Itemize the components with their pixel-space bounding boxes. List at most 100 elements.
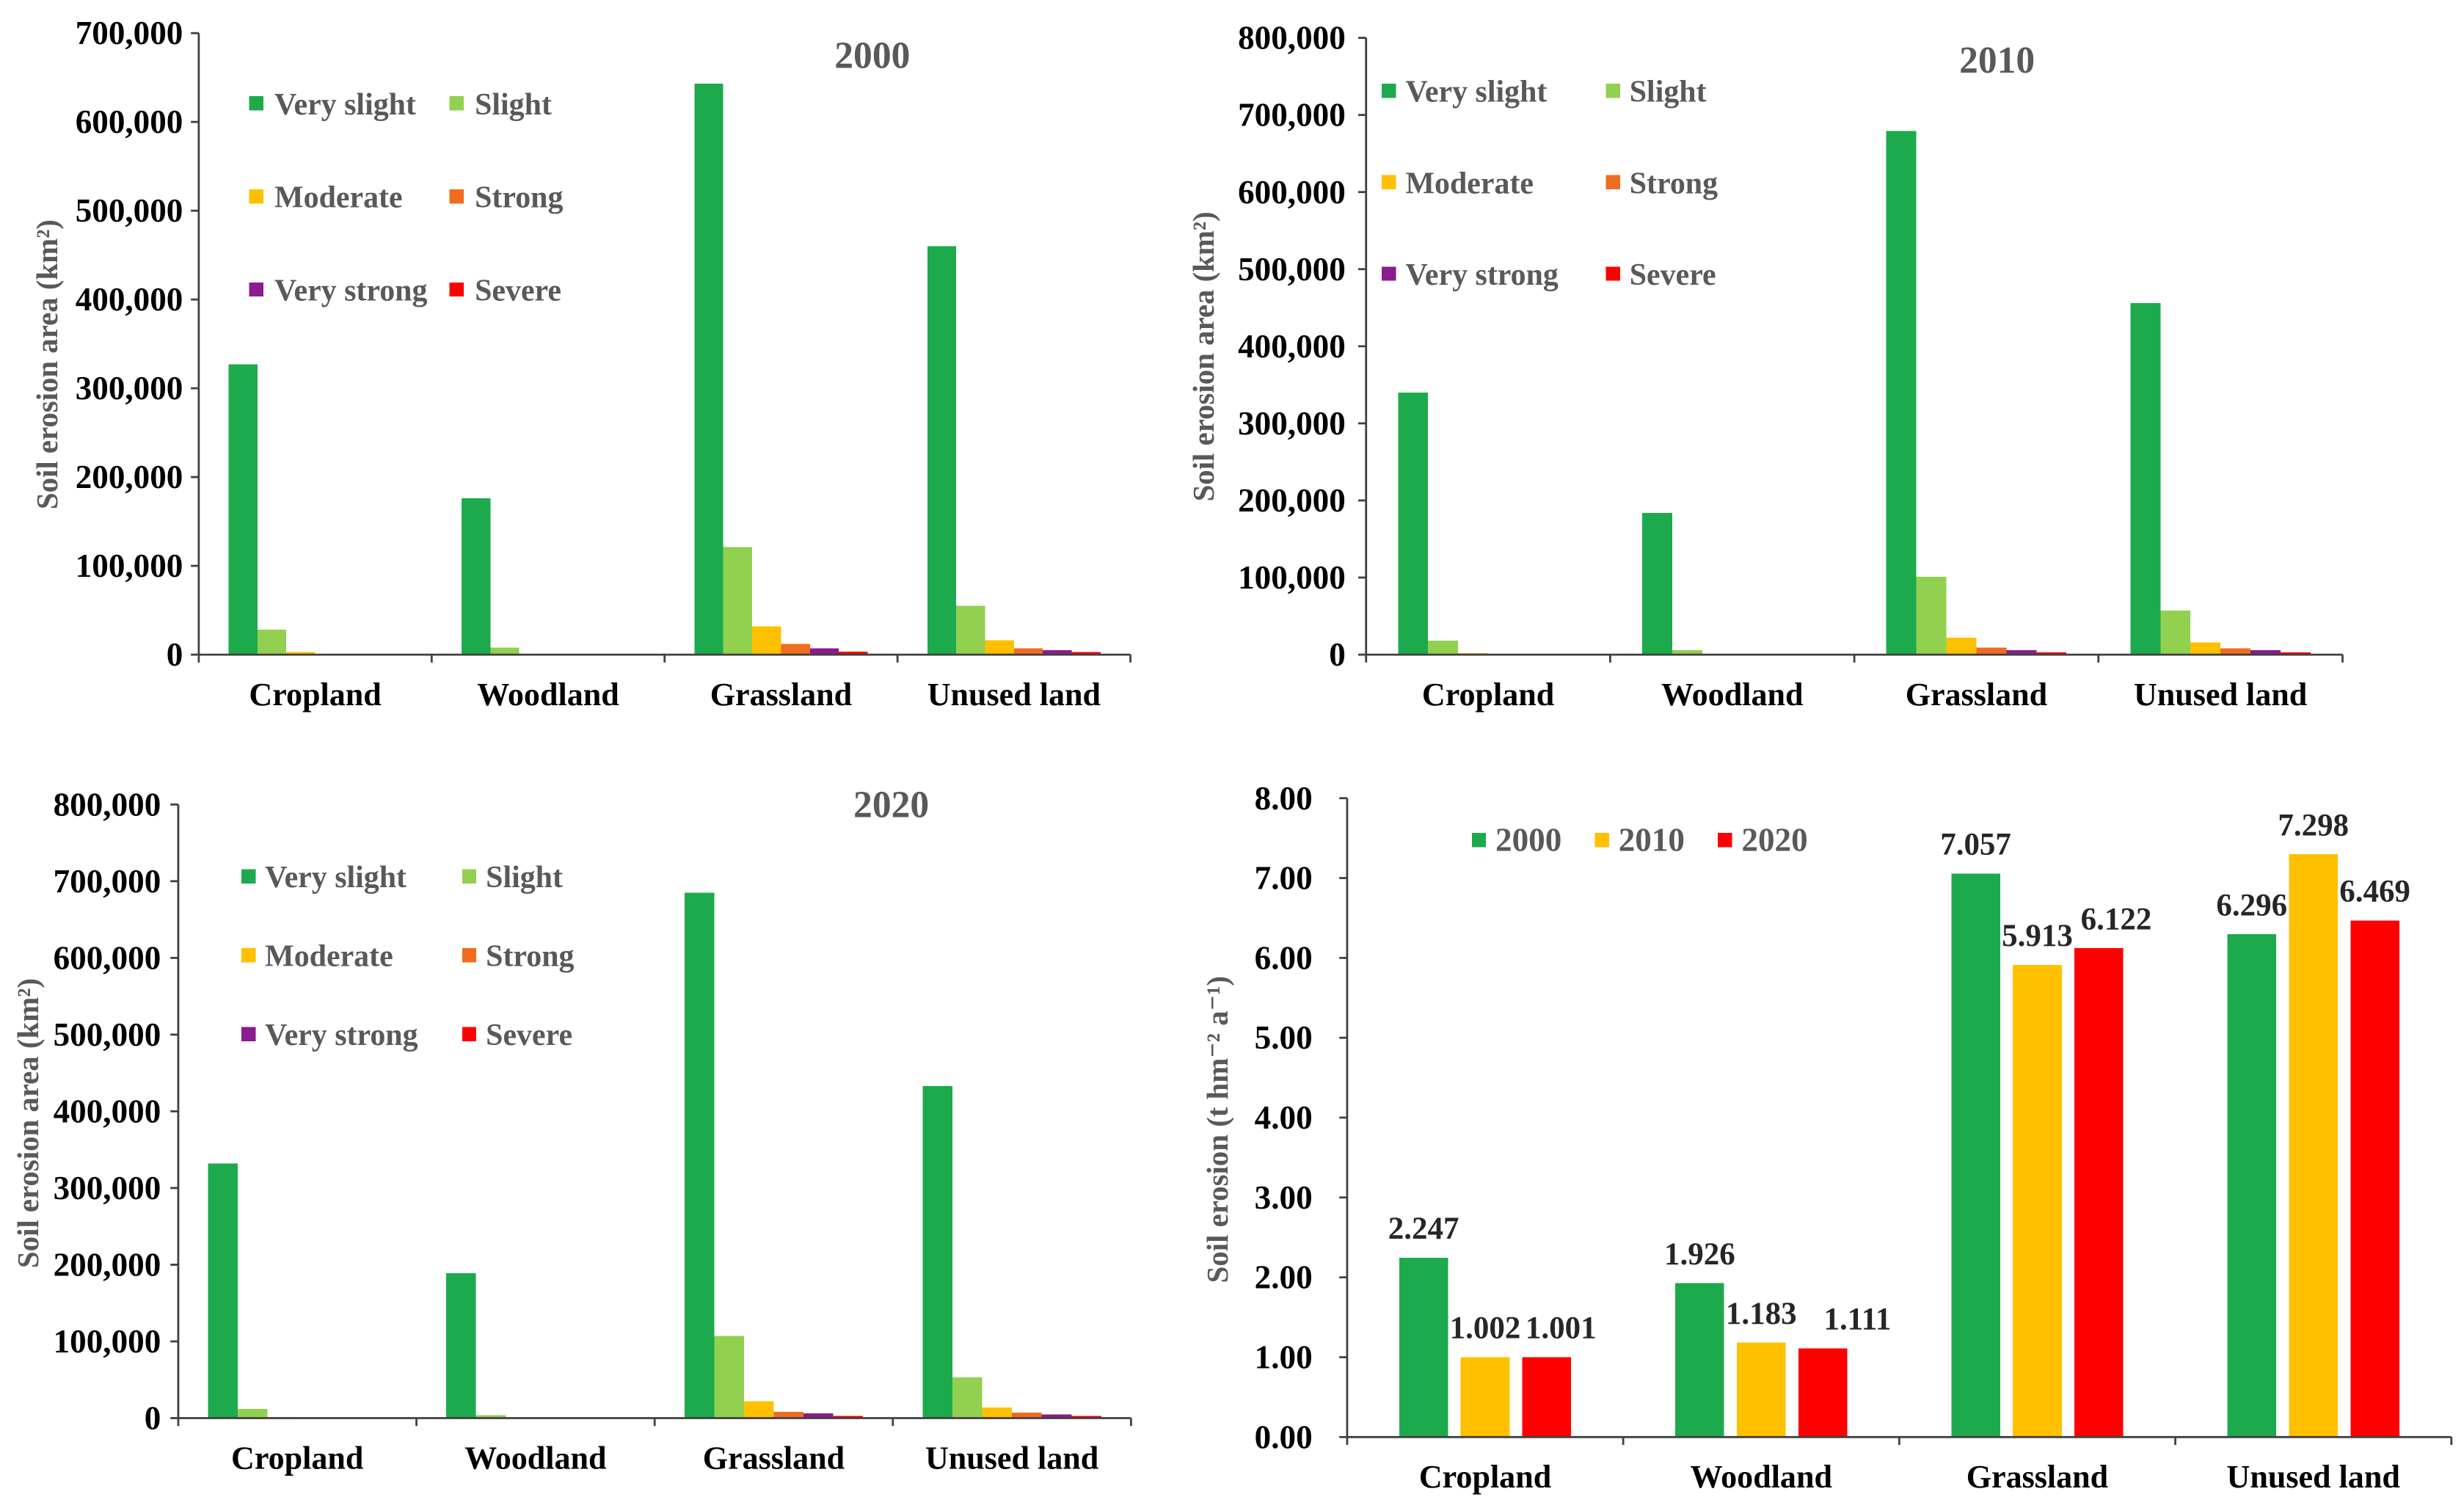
bar-very-slight-unused-land: [922, 1085, 952, 1418]
y-tick-label: 100,000: [1238, 559, 1346, 596]
legend-swatch-very-strong: [241, 1027, 256, 1041]
legend-swatch-moderate: [241, 947, 256, 963]
data-label-2010-cropland: 1.002: [1450, 1311, 1521, 1345]
y-tick-label: 600,000: [54, 939, 161, 976]
bar-very-slight-woodland: [1641, 512, 1672, 655]
x-category-label-woodland: Woodland: [477, 677, 619, 713]
erosion-area-2020-panel: 0 100,000 200,000 300,000 400,000 500,000 600,…: [12, 784, 1132, 1476]
bar-very-slight-cropland: [208, 1163, 238, 1418]
y-tick-label: 700,000: [76, 15, 183, 51]
x-category-label-woodland: Woodland: [1691, 1459, 1832, 1495]
y-tick-label: 500,000: [1238, 251, 1346, 288]
bar-strong-unused-land: [2220, 648, 2251, 655]
data-label-2020-unused-land: 6.469: [2339, 875, 2410, 909]
legend-label-severe: Severe: [475, 274, 561, 308]
bar-moderate-unused-land: [985, 640, 1014, 655]
data-label-2000-woodland: 1.926: [1664, 1237, 1735, 1272]
bar-strong-unused-land: [1012, 1413, 1042, 1418]
legend-swatch-2000: [1471, 833, 1487, 848]
chart-title: 2010: [1959, 40, 2035, 81]
data-label-2000-unused-land: 6.296: [2216, 888, 2287, 922]
legend-label-slight: Slight: [486, 861, 563, 895]
y-tick-label: 200,000: [76, 459, 183, 495]
y-tick-label: 0: [167, 636, 183, 673]
legend: Very slight Slight Moderate Strong Very stro…: [249, 88, 563, 308]
y-axis-title: Soil erosion area (km²): [31, 219, 64, 509]
y-tick-label: 600,000: [1238, 174, 1346, 211]
bar-2000-grassland: [1951, 873, 2000, 1438]
bar-slight-unused-land: [956, 605, 985, 655]
bar-group: [228, 84, 1101, 655]
legend-swatch-severe: [449, 282, 464, 297]
y-tick-label: 100,000: [76, 547, 183, 584]
y-tick-label: 4.00: [1255, 1099, 1313, 1136]
y-axis-title: Soil erosion area (km²): [12, 978, 45, 1268]
x-category-label-unused-land: Unused land: [927, 677, 1101, 713]
y-tick-label: 6.00: [1255, 939, 1313, 976]
y-tick-label: 400,000: [54, 1093, 161, 1129]
data-label-2000-cropland: 2.247: [1388, 1212, 1459, 1246]
y-tick-label: 200,000: [54, 1247, 161, 1283]
legend-swatch-2020: [1718, 833, 1732, 848]
y-tick-label: 500,000: [54, 1016, 161, 1053]
legend-label-moderate: Moderate: [265, 940, 393, 974]
y-tick-label: 7.00: [1255, 860, 1313, 897]
bar-2000-unused-land: [2227, 934, 2277, 1438]
bar-very-slight-unused-land: [927, 246, 957, 655]
bar-very-slight-woodland: [461, 498, 491, 655]
y-tick-label: 700,000: [1238, 97, 1346, 134]
y-tick-label: 0: [1329, 636, 1346, 673]
y-tick-label: 0: [145, 1400, 161, 1437]
y-tick-label: 300,000: [76, 370, 183, 407]
legend-swatch-very-slight: [241, 869, 256, 884]
y-tick-label: 8.00: [1255, 780, 1313, 817]
bar-slight-woodland: [490, 647, 520, 655]
legend-swatch-strong: [1605, 175, 1620, 189]
bar-2010-cropland: [1460, 1357, 1510, 1438]
x-category-label-grassland: Grassland: [703, 1440, 845, 1476]
bar-group: [208, 892, 1101, 1418]
bar-slight-woodland: [1672, 649, 1702, 655]
x-category-label-cropland: Cropland: [1422, 677, 1554, 713]
data-label-2010-unused-land: 7.298: [2278, 808, 2349, 842]
legend-swatch-very-strong: [249, 282, 264, 297]
legend-label-2000: 2000: [1495, 822, 1561, 859]
x-category-label-grassland: Grassland: [710, 677, 852, 713]
x-category-label-grassland: Grassland: [1906, 677, 2047, 713]
bar-strong-grassland: [781, 644, 810, 655]
bar-slight-grassland: [723, 547, 753, 655]
y-axis-title: Soil erosion (t hm⁻² a⁻¹): [1201, 976, 1234, 1283]
bar-very-strong-grassland: [803, 1413, 834, 1418]
bar-2000-cropland: [1399, 1257, 1448, 1438]
erosion-area-2010-panel: 0 100,000 200,000 300,000 400,000 500,000 600,…: [1187, 20, 2344, 713]
bar-slight-cropland: [257, 630, 287, 655]
bar-very-strong-unused-land: [1041, 1414, 1072, 1418]
bar-severe-grassland: [2036, 652, 2067, 655]
y-tick-label: 5.00: [1255, 1019, 1313, 1056]
bar-2000-woodland: [1675, 1283, 1724, 1438]
legend-swatch-moderate: [249, 189, 264, 204]
x-category-label-cropland: Cropland: [1419, 1459, 1551, 1495]
bar-2020-cropland: [1522, 1357, 1572, 1438]
legend-label-slight: Slight: [475, 88, 552, 122]
data-label-2010-woodland: 1.183: [1726, 1297, 1797, 1331]
y-tick-label: 700,000: [54, 863, 161, 900]
y-tick-label: 2.00: [1255, 1259, 1313, 1296]
legend: Very slight Slight Moderate Strong Very stro…: [241, 861, 575, 1052]
legend-label-very-slight: Very slight: [274, 88, 416, 122]
bar-2020-grassland: [2074, 948, 2124, 1438]
bar-strong-unused-land: [1013, 648, 1043, 655]
bar-slight-cropland: [1428, 641, 1459, 655]
legend-label-very-strong: Very strong: [274, 274, 427, 308]
y-tick-label: 1.00: [1255, 1339, 1313, 1376]
y-axis-title: Soil erosion area (km²): [1187, 211, 1220, 501]
bar-strong-grassland: [1976, 647, 2007, 655]
bar-strong-grassland: [773, 1412, 804, 1418]
bar-very-slight-cropland: [1398, 392, 1429, 655]
bar-moderate-unused-land: [982, 1407, 1013, 1418]
bar-very-slight-unused-land: [2130, 303, 2161, 655]
legend-swatch-very-slight: [1382, 83, 1396, 98]
bar-severe-unused-land: [2280, 652, 2311, 655]
bar-2020-unused-land: [2350, 920, 2399, 1438]
